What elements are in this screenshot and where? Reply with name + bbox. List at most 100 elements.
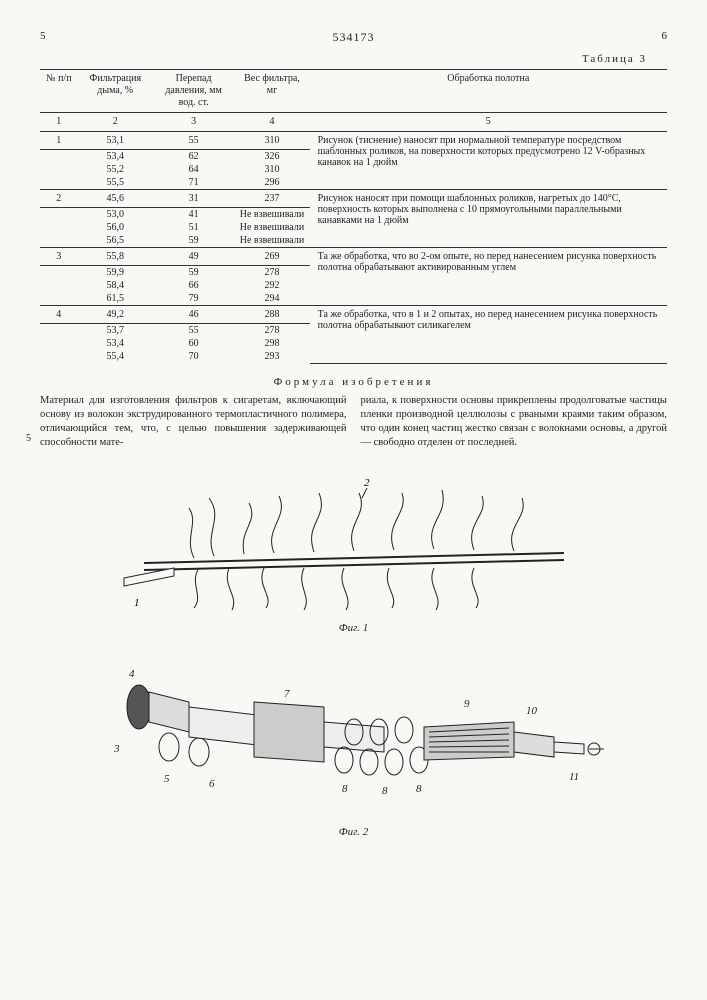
sub-2: 2 bbox=[78, 113, 153, 132]
table-row-idx bbox=[40, 208, 78, 222]
table-row-idx bbox=[40, 163, 78, 176]
fig2-caption: Фиг. 2 bbox=[40, 826, 667, 838]
table-cell: 55 bbox=[153, 132, 235, 150]
th-treatment: Обработка полотна bbox=[310, 70, 667, 113]
sub-1: 1 bbox=[40, 113, 78, 132]
table-cell: 45,6 bbox=[78, 190, 153, 208]
table-cell: 55,2 bbox=[78, 163, 153, 176]
table-cell: 278 bbox=[234, 324, 309, 338]
table-row-idx bbox=[40, 150, 78, 164]
table-cell: 79 bbox=[153, 292, 235, 306]
table-desc: Рисунок (тиснение) наносят при нормально… bbox=[310, 132, 667, 190]
table-cell: 53,0 bbox=[78, 208, 153, 222]
table-cell: 288 bbox=[234, 306, 309, 324]
table-cell: 278 bbox=[234, 266, 309, 280]
table-row-idx: 2 bbox=[40, 190, 78, 208]
table-row-idx bbox=[40, 337, 78, 350]
table-cell: 53,4 bbox=[78, 150, 153, 164]
column-number-left: 5 bbox=[40, 30, 46, 45]
table-row-idx bbox=[40, 221, 78, 234]
table-cell: 55,4 bbox=[78, 350, 153, 363]
body-text: 5 Материал для изготовления фильтров к с… bbox=[40, 394, 667, 451]
figure-2: 3 4 5 6 7 8 8 8 9 10 11 Фиг. 2 bbox=[40, 652, 667, 838]
table-row-idx bbox=[40, 292, 78, 306]
th-filter: Фильтрация дыма, % bbox=[78, 70, 153, 113]
table-cell: 310 bbox=[234, 132, 309, 150]
table-cell: 53,7 bbox=[78, 324, 153, 338]
table-cell: 31 bbox=[153, 190, 235, 208]
fig2-m8c: 8 bbox=[416, 783, 422, 795]
table-cell: 59,9 bbox=[78, 266, 153, 280]
table-cell: 53,1 bbox=[78, 132, 153, 150]
table-cell: 269 bbox=[234, 248, 309, 266]
table-row-idx: 3 bbox=[40, 248, 78, 266]
th-pressure: Перепад давления, мм вод. ст. bbox=[153, 70, 235, 113]
table-cell: 71 bbox=[153, 176, 235, 190]
body-right: риала, к поверхности основы прикреплены … bbox=[361, 394, 668, 451]
table-cell: 292 bbox=[234, 279, 309, 292]
table-cell: 55 bbox=[153, 324, 235, 338]
table-row-idx: 1 bbox=[40, 132, 78, 150]
data-table: № п/п Фильтрация дыма, % Перепад давлени… bbox=[40, 69, 667, 364]
table-cell: 41 bbox=[153, 208, 235, 222]
margin-number: 5 bbox=[26, 432, 31, 446]
table-row-idx bbox=[40, 266, 78, 280]
fig1-caption: Фиг. 1 bbox=[40, 622, 667, 634]
th-idx: № п/п bbox=[40, 70, 78, 113]
th-weight: Вес фильтра, мг bbox=[234, 70, 309, 113]
fig2-m7: 7 bbox=[284, 688, 290, 700]
fig2-m4: 4 bbox=[129, 668, 135, 680]
table-cell: 61,5 bbox=[78, 292, 153, 306]
table-cell: Не взвешивали bbox=[234, 208, 309, 222]
table-desc: Та же обработка, что в 1 и 2 опытах, но … bbox=[310, 306, 667, 364]
column-number-right: 6 bbox=[662, 30, 668, 45]
body-left: Материал для изготовления фильтров к сиг… bbox=[40, 395, 347, 449]
table-cell: 51 bbox=[153, 221, 235, 234]
fig1-marker-1: 1 bbox=[134, 597, 140, 609]
table-cell: 293 bbox=[234, 350, 309, 363]
table-cell: 59 bbox=[153, 266, 235, 280]
figure-1: 1 2 Фиг. 1 bbox=[40, 468, 667, 634]
fig2-m10: 10 bbox=[526, 705, 538, 717]
table-cell: 60 bbox=[153, 337, 235, 350]
table-cell: 310 bbox=[234, 163, 309, 176]
table-row-idx bbox=[40, 279, 78, 292]
table-cell: 53,4 bbox=[78, 337, 153, 350]
table-cell: 58,4 bbox=[78, 279, 153, 292]
table-row-idx bbox=[40, 350, 78, 363]
fig2-m11: 11 bbox=[569, 771, 579, 783]
fig1-marker-2: 2 bbox=[364, 477, 370, 489]
table-cell: 237 bbox=[234, 190, 309, 208]
fig2-m6: 6 bbox=[209, 778, 215, 790]
table-desc: Та же обработка, что во 2-ом опыте, но п… bbox=[310, 248, 667, 306]
table-cell: 59 bbox=[153, 234, 235, 248]
table-row-idx bbox=[40, 324, 78, 338]
sub-5: 5 bbox=[310, 113, 667, 132]
table-cell: 56,5 bbox=[78, 234, 153, 248]
table-label: Таблица 3 bbox=[40, 53, 647, 65]
table-cell: Не взвешивали bbox=[234, 234, 309, 248]
table-cell: 55,8 bbox=[78, 248, 153, 266]
table-cell: 64 bbox=[153, 163, 235, 176]
table-cell: 70 bbox=[153, 350, 235, 363]
table-cell: 296 bbox=[234, 176, 309, 190]
table-row-idx bbox=[40, 234, 78, 248]
table-cell: 46 bbox=[153, 306, 235, 324]
table-desc: Рисунок наносят при помощи шаблонных рол… bbox=[310, 190, 667, 248]
table-cell: 66 bbox=[153, 279, 235, 292]
table-cell: 49 bbox=[153, 248, 235, 266]
fig2-m8a: 8 bbox=[342, 783, 348, 795]
table-cell: 49,2 bbox=[78, 306, 153, 324]
table-cell: 55,5 bbox=[78, 176, 153, 190]
table-cell: Не взвешивали bbox=[234, 221, 309, 234]
table-row-idx: 4 bbox=[40, 306, 78, 324]
table-cell: 62 bbox=[153, 150, 235, 164]
document-number: 534173 bbox=[333, 30, 375, 45]
fig2-m5: 5 bbox=[164, 773, 170, 785]
table-cell: 56,0 bbox=[78, 221, 153, 234]
table-cell: 294 bbox=[234, 292, 309, 306]
fig2-m3: 3 bbox=[113, 743, 120, 755]
table-row-idx bbox=[40, 176, 78, 190]
fig2-m9: 9 bbox=[464, 698, 470, 710]
sub-4: 4 bbox=[234, 113, 309, 132]
